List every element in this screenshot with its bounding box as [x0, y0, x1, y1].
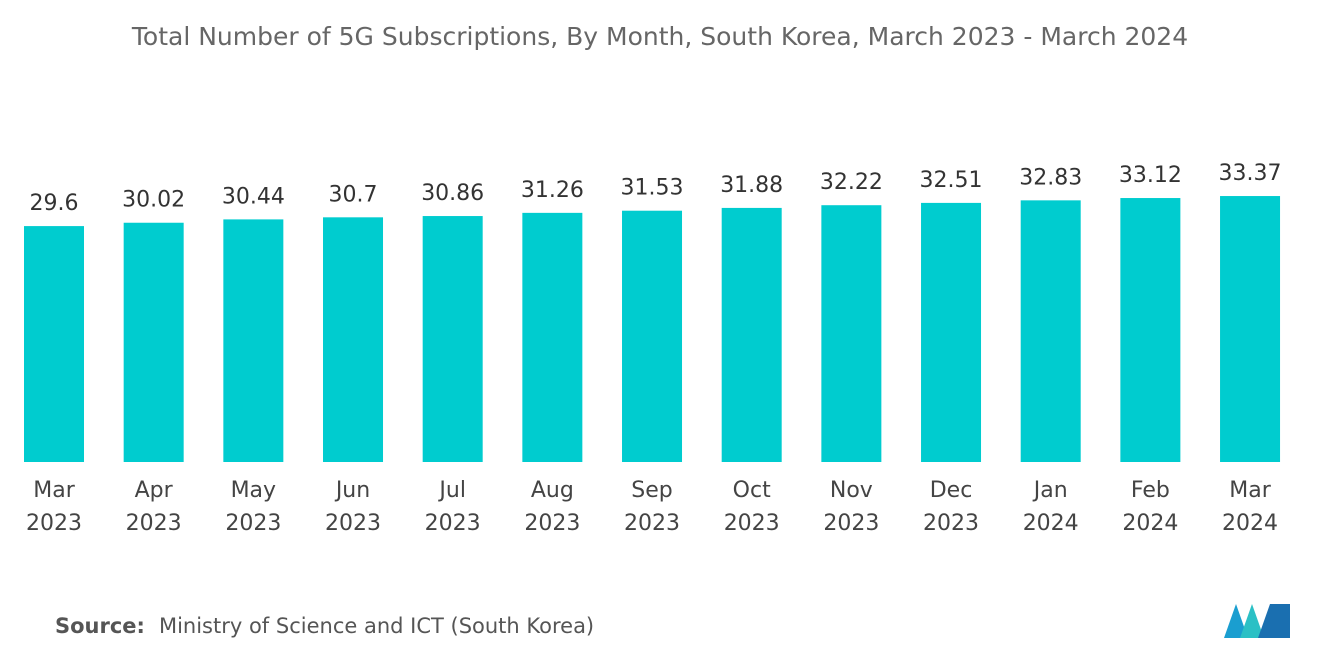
source-text: Ministry of Science and ICT (South Korea…: [158, 614, 595, 638]
value-label: 32.22: [820, 170, 883, 195]
bar: [422, 216, 483, 462]
x-tick-label: Aug 2023: [524, 478, 581, 536]
value-label: 33.12: [1119, 163, 1182, 188]
value-label: 30.44: [222, 184, 285, 209]
logo: [1224, 604, 1290, 638]
value-label: 30.7: [329, 182, 378, 207]
value-label: 30.02: [122, 188, 185, 213]
bar: [1220, 196, 1281, 462]
bar: [1020, 200, 1081, 462]
value-label: 33.37: [1219, 161, 1282, 186]
bar: [1120, 198, 1181, 462]
x-tick-label: Mar 2023: [26, 478, 82, 536]
value-label: 31.88: [720, 173, 783, 198]
bar: [921, 202, 982, 462]
value-label: 32.83: [1019, 165, 1082, 190]
value-label: 31.26: [521, 178, 584, 203]
x-tick-label: Jun 2023: [325, 478, 381, 536]
value-label: 29.6: [30, 191, 79, 216]
x-tick-label: Jan 2024: [1022, 478, 1079, 536]
bar: [323, 217, 384, 462]
source: Source: Ministry of Science and ICT (Sout…: [55, 614, 594, 638]
value-label: 32.51: [920, 168, 983, 193]
bar: [622, 210, 683, 462]
chart-title: Total Number of 5G Subscriptions, By Mon…: [131, 22, 1189, 51]
bar: [123, 222, 184, 462]
x-tick-label: Feb 2024: [1122, 478, 1179, 536]
bar: [821, 205, 882, 462]
x-tick-label: May 2023: [225, 478, 282, 536]
bar: [522, 212, 583, 462]
source-label: Source:: [55, 614, 145, 638]
x-tick-label: Jul 2023: [424, 478, 481, 536]
x-tick-label: Oct 2023: [723, 478, 780, 536]
x-tick-label: Nov 2023: [823, 478, 880, 536]
bar: [24, 226, 84, 462]
value-label: 30.86: [421, 181, 484, 206]
bar: [721, 207, 782, 462]
x-tick-label: Mar 2024: [1222, 478, 1279, 536]
bar: [223, 219, 284, 462]
value-label: 31.53: [621, 176, 684, 201]
x-tick-label: Sep 2023: [624, 478, 681, 536]
x-tick-label: Apr 2023: [125, 478, 182, 536]
x-tick-label: Dec 2023: [923, 478, 980, 536]
